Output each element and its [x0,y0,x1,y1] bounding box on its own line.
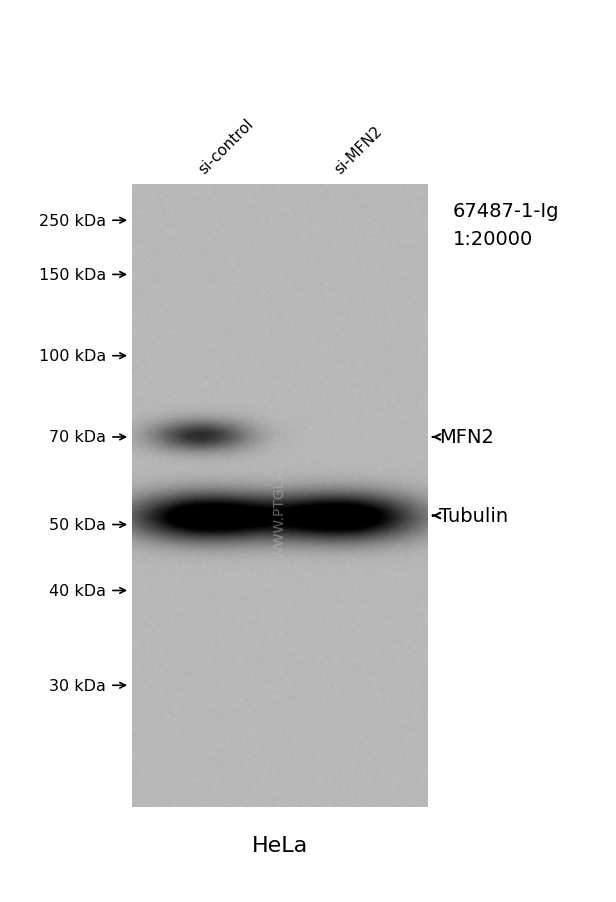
Text: si-control: si-control [196,116,256,177]
Text: 1:20000: 1:20000 [453,230,533,249]
Text: 40 kDa: 40 kDa [49,584,106,598]
Text: WWW.PTGLA.COM: WWW.PTGLA.COM [273,433,287,559]
Text: HeLa: HeLa [252,835,308,855]
Text: Tubulin: Tubulin [439,506,508,526]
Text: MFN2: MFN2 [439,428,494,447]
Text: 67487-1-Ig: 67487-1-Ig [453,202,559,221]
Text: 150 kDa: 150 kDa [39,268,106,282]
Text: 100 kDa: 100 kDa [39,349,106,364]
Text: 50 kDa: 50 kDa [49,518,106,532]
Text: 250 kDa: 250 kDa [39,214,106,228]
Text: 30 kDa: 30 kDa [49,678,106,693]
Text: si-MFN2: si-MFN2 [331,124,385,177]
Text: 70 kDa: 70 kDa [49,430,106,445]
